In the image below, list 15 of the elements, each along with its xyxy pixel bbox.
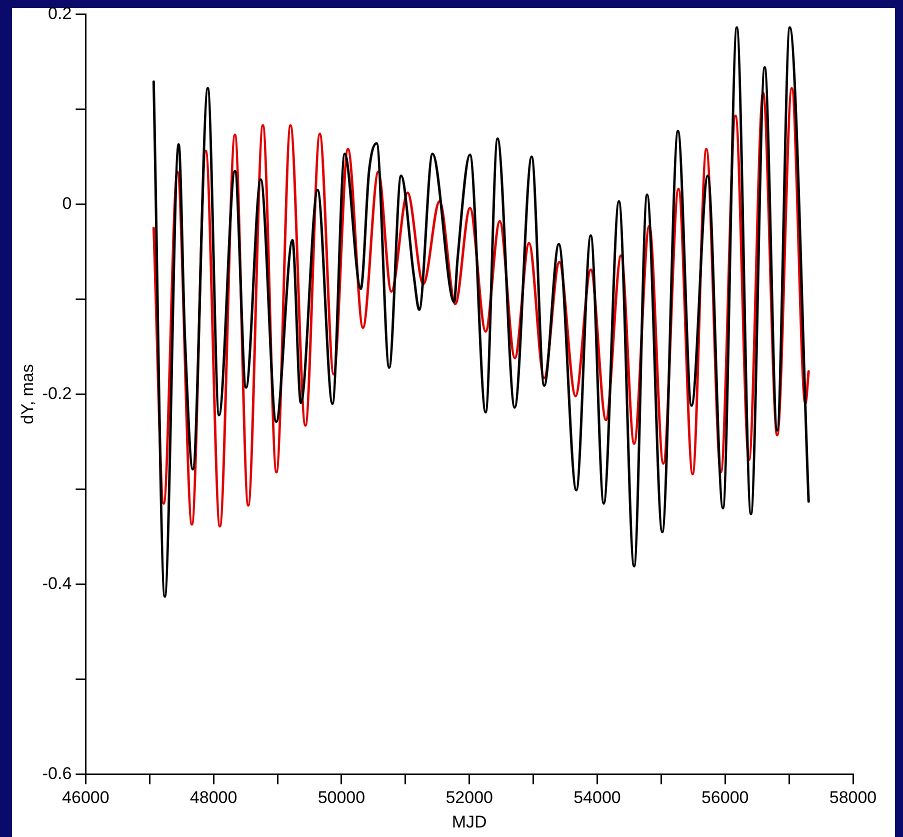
x-tick-label: 58000 [829,788,877,808]
y-tick-label: 0 [62,194,72,213]
line-series [152,26,810,598]
x-tick-label: 52000 [446,788,493,808]
x-tick-label: 56000 [701,788,749,808]
x-axis-title: MJD [452,812,487,832]
x-tick-label: 46000 [62,788,110,808]
x-tick-label: 54000 [574,788,621,808]
x-tick-label: 48000 [190,788,238,808]
y-tick-label: 0.2 [48,4,72,23]
y-axis-title: dY, mas [18,364,37,424]
y-tick-label: -0.4 [42,574,72,593]
y-tick-label: -0.6 [42,764,72,783]
x-tick-label: 50000 [318,788,366,808]
y-tick-label: -0.2 [42,384,72,403]
